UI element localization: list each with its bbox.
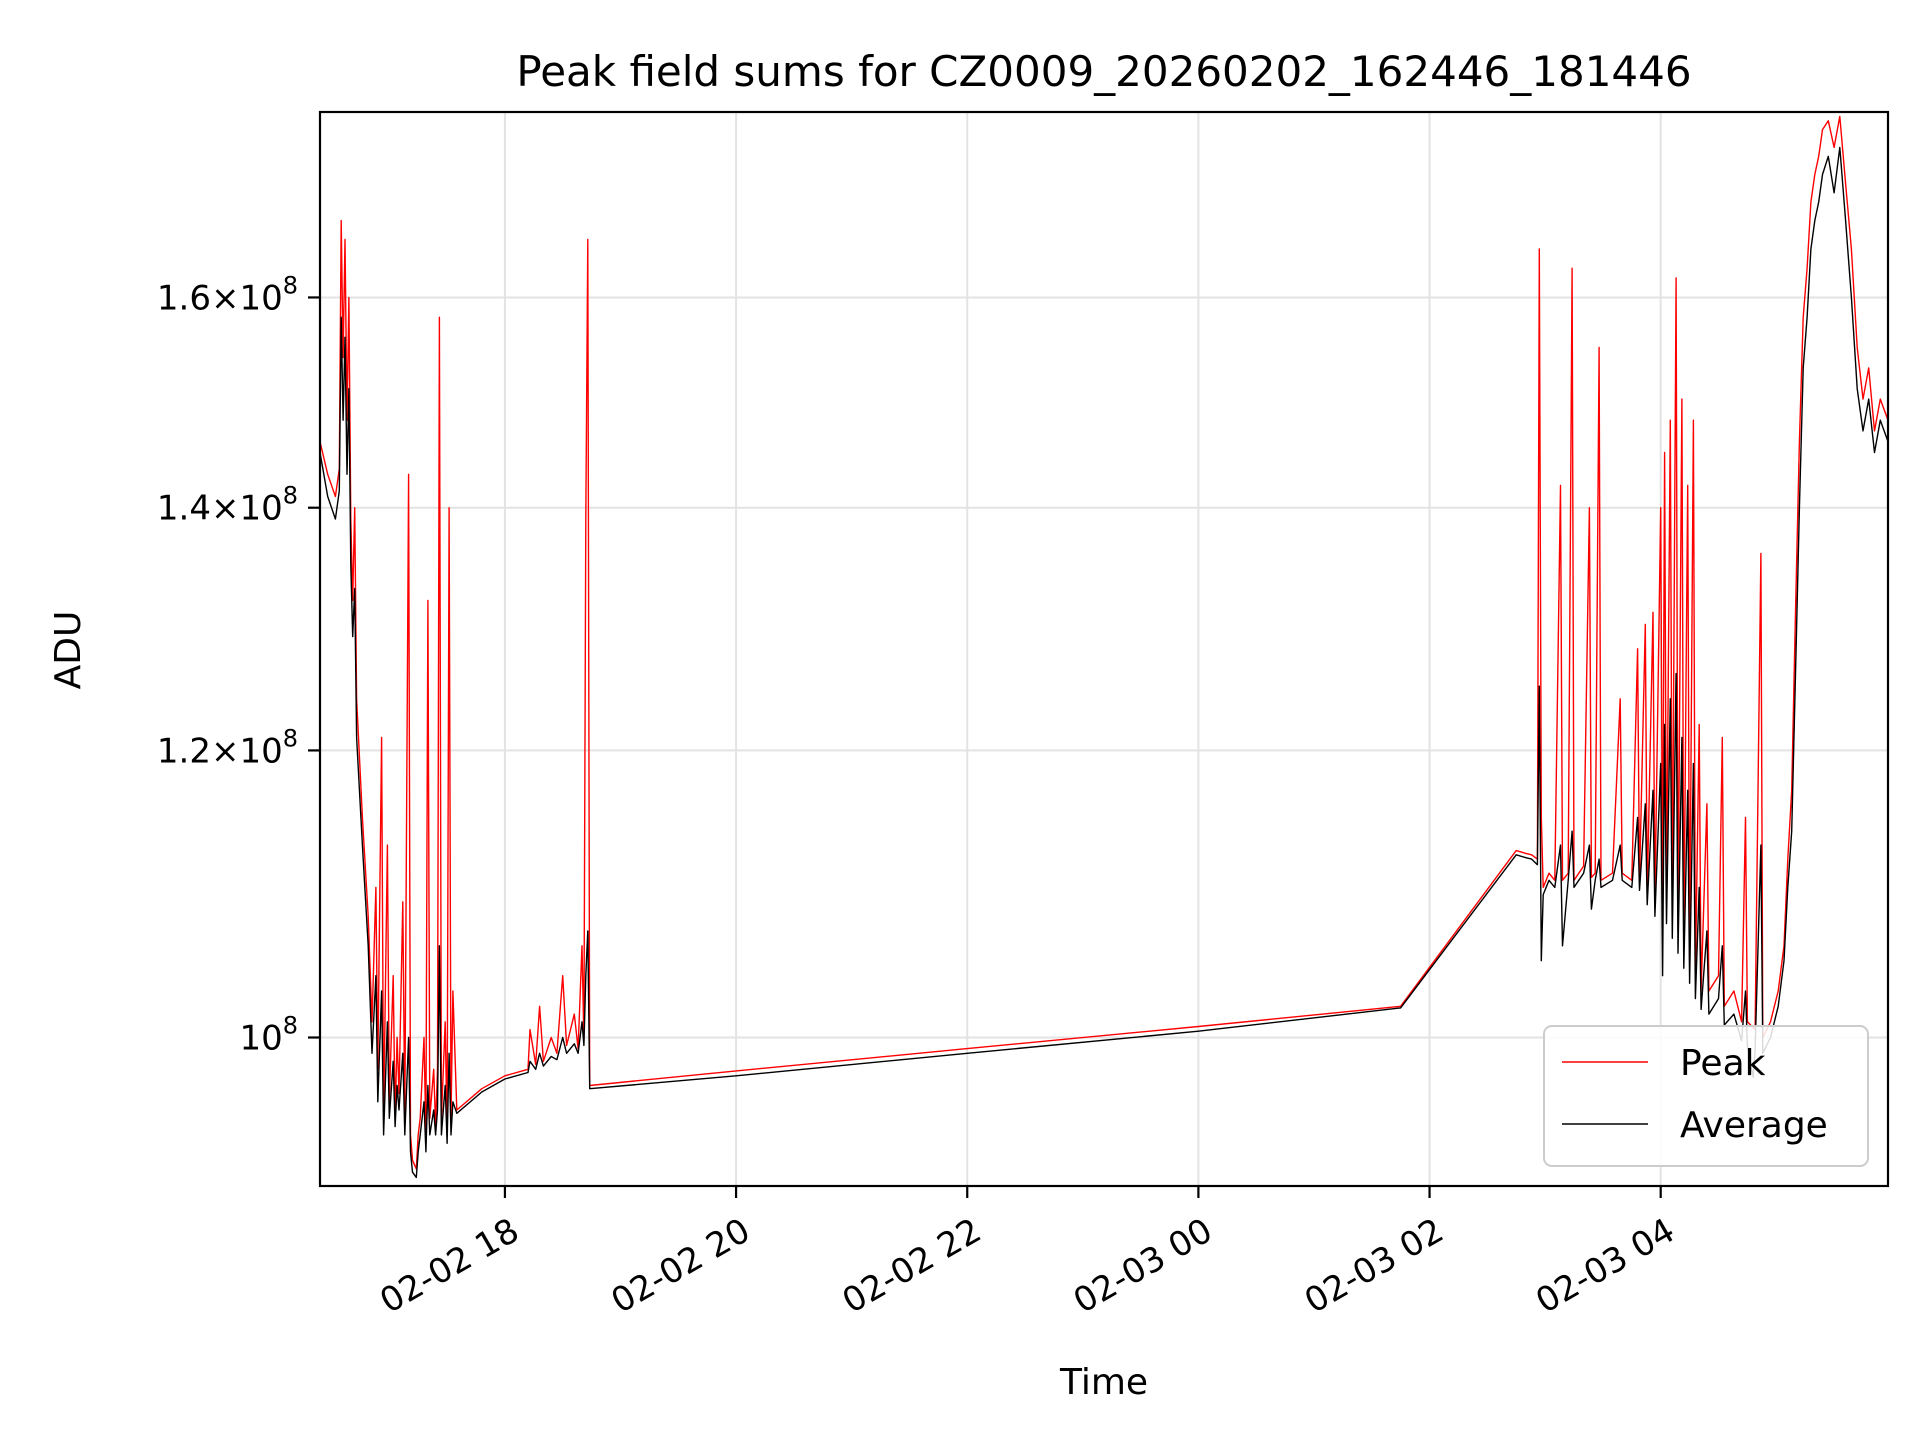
legend: Peak Average [1543, 1025, 1869, 1167]
plot-frame [318, 110, 1890, 1188]
series-line-peak [320, 115, 1888, 1170]
legend-label-peak: Peak [1680, 1043, 1766, 1084]
y-tick-label: 1.2×108 [157, 724, 298, 771]
legend-box [1543, 1025, 1869, 1167]
series-line-average [320, 146, 1888, 1179]
y-tick-label: 1.4×108 [157, 482, 298, 529]
chart-title: Peak field sums for CZ0009_20260202_1624… [516, 47, 1691, 96]
y-tick-label: 108 [239, 1012, 298, 1059]
y-axis: 108 1.2×108 1.4×108 1.6×108 [157, 271, 320, 1059]
y-axis-label: ADU [48, 611, 89, 690]
series-layer [320, 115, 1888, 1179]
legend-label-average: Average [1680, 1105, 1828, 1146]
y-tick-label: 1.6×108 [157, 271, 298, 318]
x-axis-label: Time [1059, 1362, 1148, 1403]
